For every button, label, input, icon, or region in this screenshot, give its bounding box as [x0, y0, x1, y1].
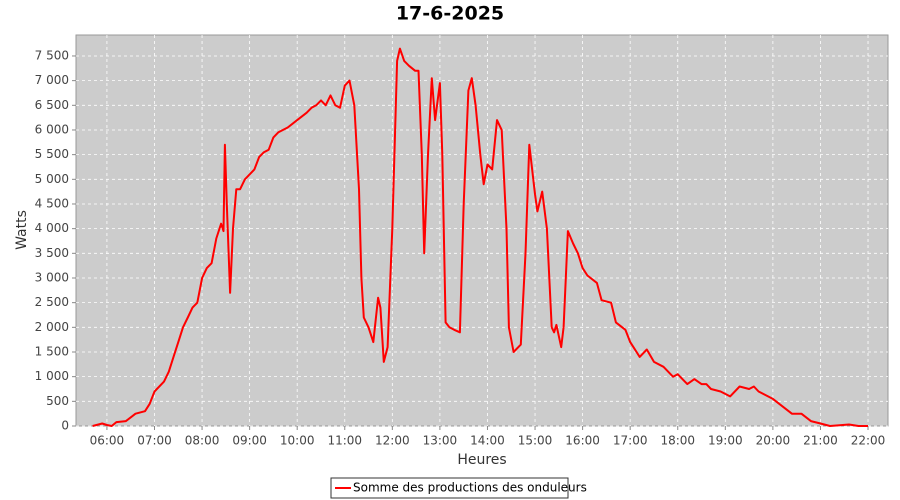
y-axis-label: Watts — [14, 210, 30, 250]
line-series — [92, 47, 868, 427]
y-tick-label: 500 — [46, 394, 69, 408]
x-tick-label: 10:00 — [280, 434, 315, 448]
x-tick-label: 08:00 — [185, 434, 220, 448]
x-tick-label: 07:00 — [137, 434, 172, 448]
x-tick-label: 15:00 — [518, 434, 553, 448]
y-tick-label: 6 000 — [35, 122, 69, 136]
y-tick-label: 2 500 — [35, 295, 69, 309]
y-tick-label: 1 500 — [35, 344, 69, 358]
x-tick-label: 17:00 — [613, 434, 648, 448]
y-tick-label: 1 000 — [35, 369, 69, 383]
plot-area — [75, 34, 889, 427]
y-tick-label: 3 500 — [35, 246, 69, 260]
legend-box — [330, 477, 569, 499]
chart-title: 17-6-2025 — [396, 3, 504, 25]
legend-label: Somme des productions des onduleurs — [353, 481, 587, 495]
x-tick-label: 11:00 — [327, 434, 362, 448]
legend: Somme des productions des onduleurs — [330, 477, 587, 499]
y-tick-label: 7 500 — [35, 48, 69, 62]
y-tick-label: 6 500 — [35, 98, 69, 112]
x-tick-label: 12:00 — [375, 434, 410, 448]
x-tick-label: 21:00 — [803, 434, 838, 448]
y-tick-label: 5 000 — [35, 172, 69, 186]
y-tick-label: 4 500 — [35, 196, 69, 210]
y-tick-label: 4 000 — [35, 221, 69, 235]
x-tick-label: 19:00 — [708, 434, 743, 448]
x-axis-label: Heures — [457, 452, 506, 468]
x-tick-label: 20:00 — [756, 434, 791, 448]
x-tick-label: 22:00 — [851, 434, 886, 448]
x-tick-label: 13:00 — [423, 434, 458, 448]
x-tick-label: 18:00 — [660, 434, 695, 448]
x-tick-label: 16:00 — [565, 434, 600, 448]
y-tick-label: 0 — [61, 419, 69, 433]
y-tick-label: 2 000 — [35, 320, 69, 334]
x-tick-label: 14:00 — [470, 434, 505, 448]
y-tick-label: 5 500 — [35, 147, 69, 161]
y-tick-label: 3 000 — [35, 270, 69, 284]
x-tick-label: 06:00 — [90, 434, 125, 448]
y-tick-label: 7 000 — [35, 73, 69, 87]
x-tick-label: 09:00 — [232, 434, 267, 448]
